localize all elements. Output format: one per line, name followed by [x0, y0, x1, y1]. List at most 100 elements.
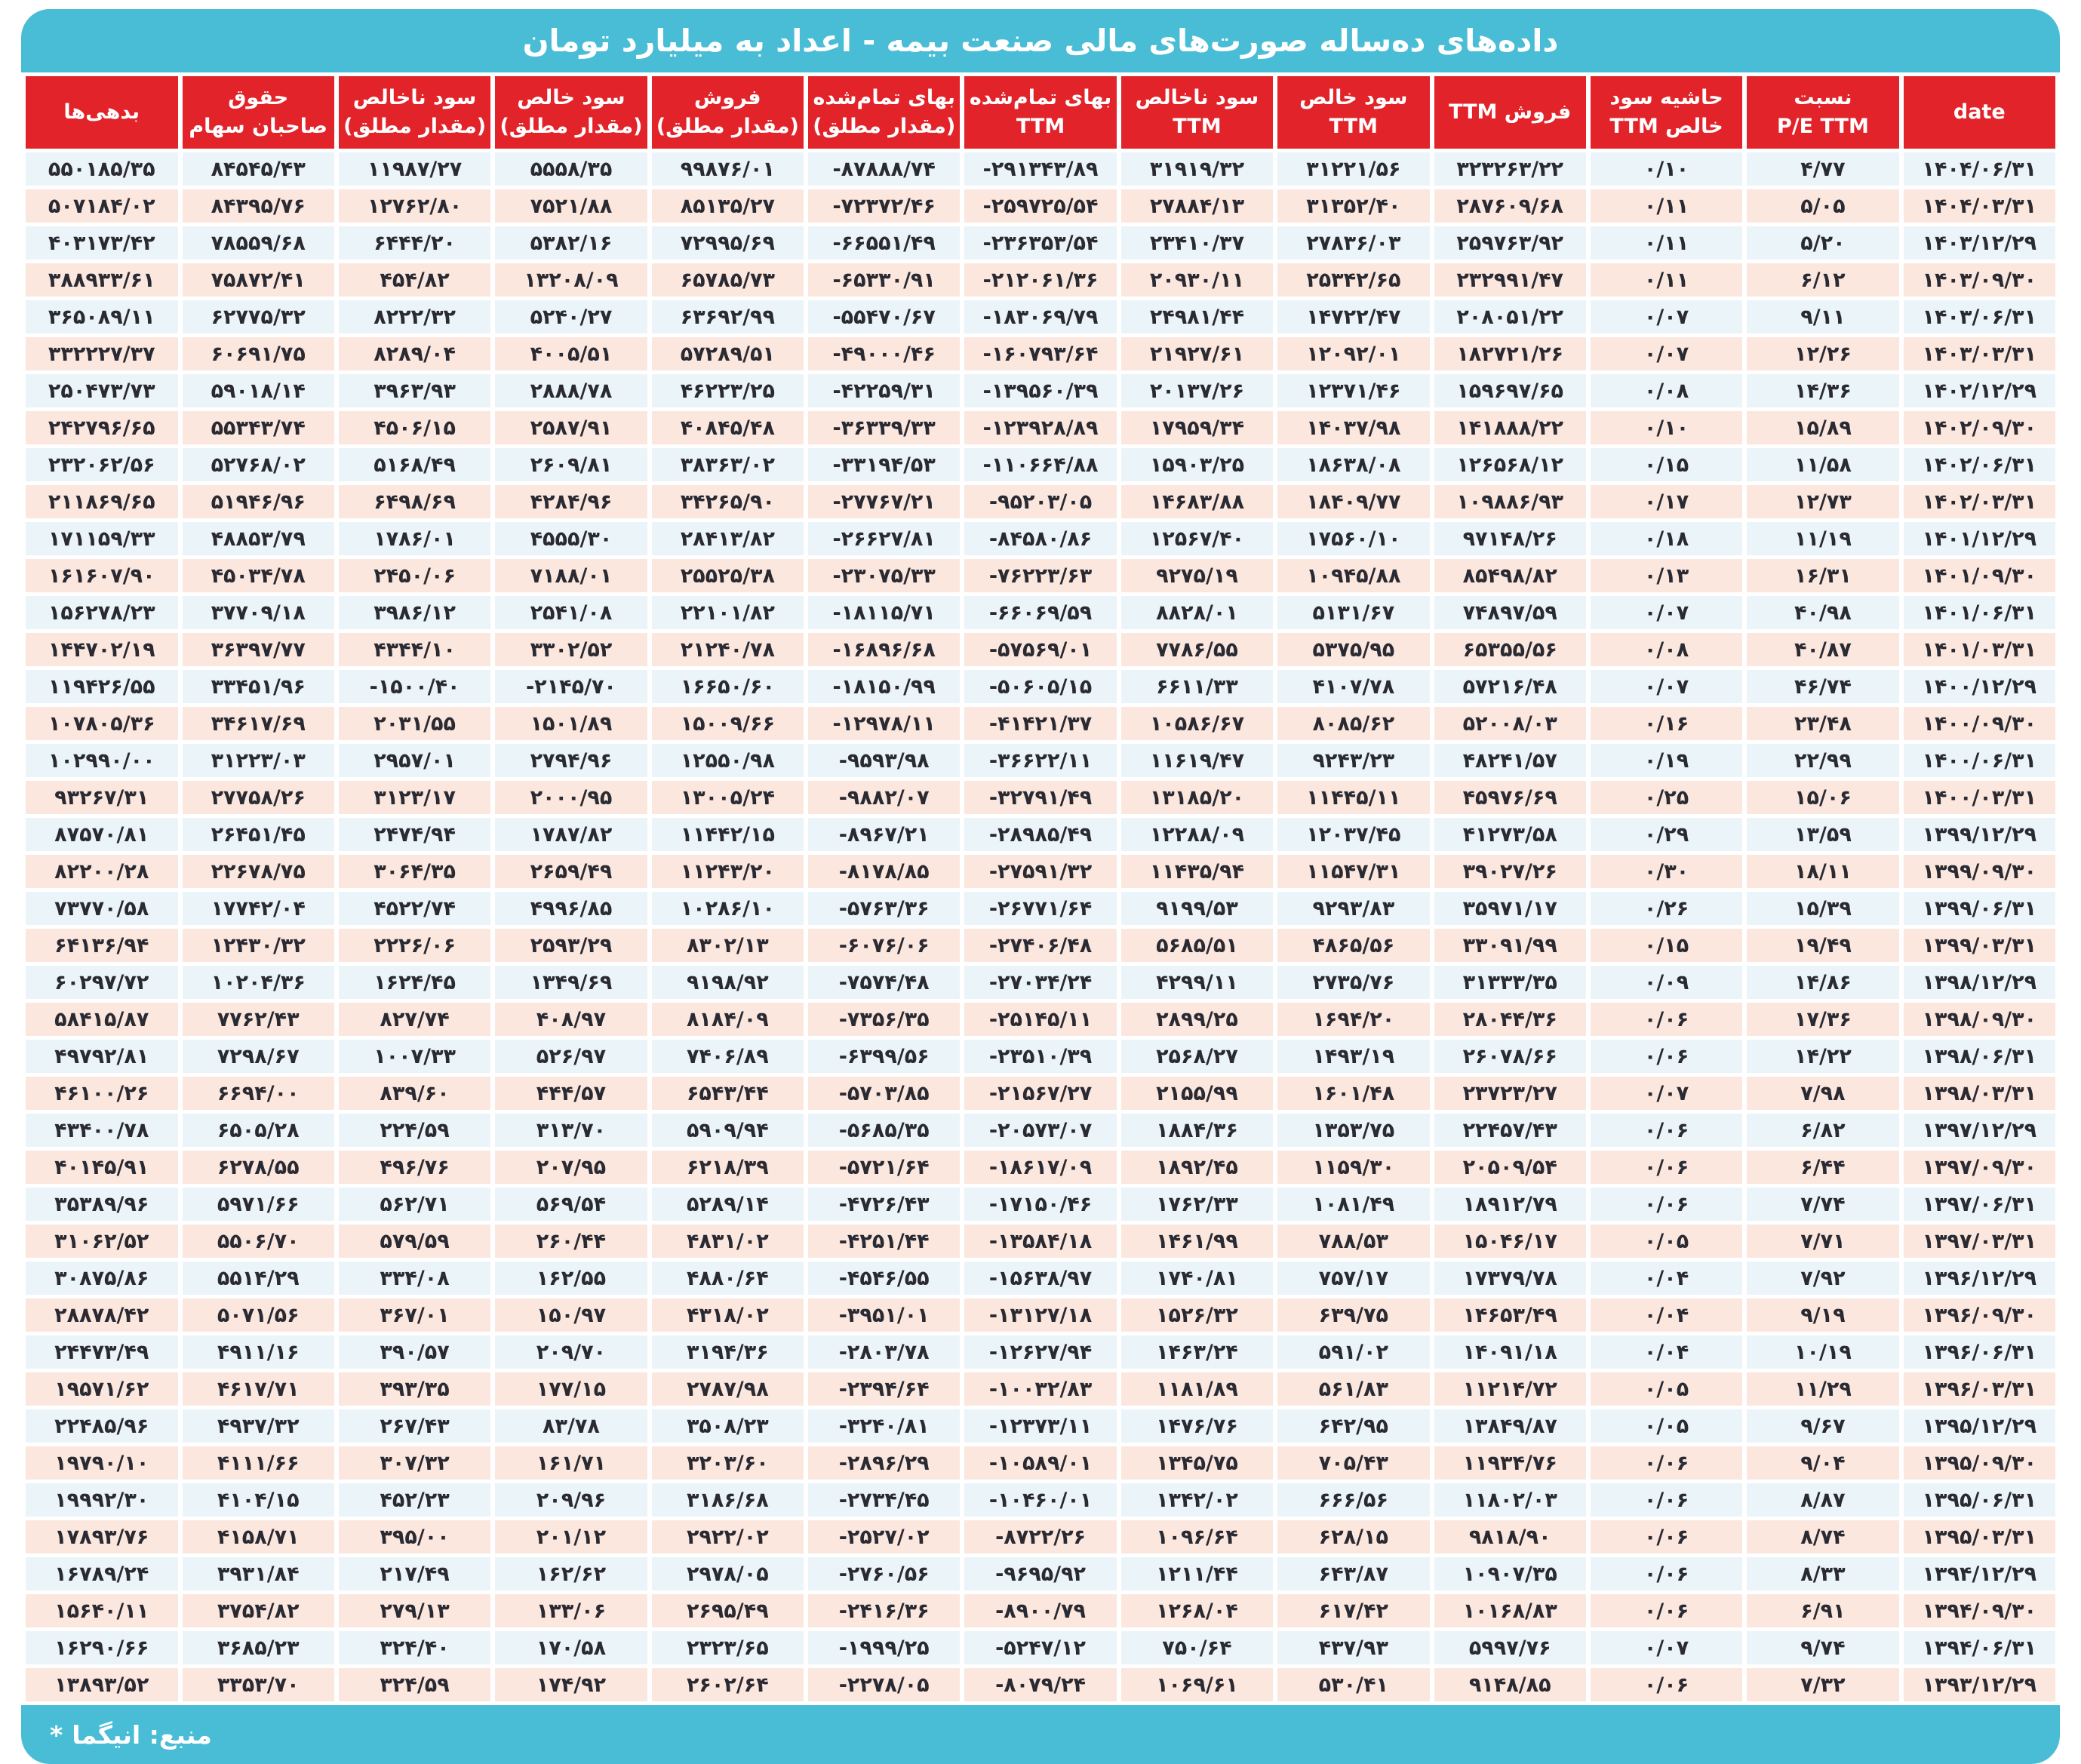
- table-cell-10: ۳۳۴/۰۸: [338, 1262, 491, 1295]
- table-cell-2: ۰/۱۱: [1590, 189, 1743, 223]
- table-cell-1: ۹/۱۹: [1747, 1298, 1899, 1332]
- table-cell-6: -۱۲۳۹۲۸/۸۹: [964, 411, 1117, 444]
- table-cell-3: ۲۳۷۲۳/۲۷: [1434, 1077, 1586, 1110]
- page-title: داده‌های ده‌ساله صورت‌های مالی صنعت بیمه…: [522, 23, 1559, 59]
- table-cell-8: ۹۱۹۸/۹۲: [651, 966, 804, 999]
- table-cell-12: ۵۵۰۱۸۵/۳۵: [26, 152, 178, 186]
- table-cell-11: ۴۹۱۱/۱۶: [182, 1335, 334, 1369]
- table-cell-5: ۱۴۶۸۳/۸۸: [1120, 485, 1274, 518]
- table-cell-0: ۱۳۹۴/۰۹/۳۰: [1903, 1594, 2055, 1627]
- table-cell-3: ۳۹۰۲۷/۲۶: [1434, 855, 1586, 888]
- table-cell-6: -۳۶۶۲۲/۱۱: [964, 744, 1117, 777]
- table-cell-10: ۸۲۷/۷۴: [338, 1003, 491, 1036]
- table-cell-12: ۴۶۱۰۰/۲۶: [26, 1077, 178, 1110]
- table-cell-2: ۰/۱۶: [1590, 707, 1743, 740]
- table-cell-11: ۴۸۸۵۳/۷۹: [182, 522, 334, 555]
- table-row: ۱۳۹۵/۱۲/۲۹ ۹/۶۷ ۰/۰۵ ۱۳۸۴۹/۸۷ ۶۴۲/۹۵ ۱۴۷۶/۷۶-…: [26, 1409, 2055, 1443]
- table-cell-2: ۰/۰۵: [1590, 1225, 1743, 1258]
- table-cell-0: ۱۳۹۹/۰۶/۳۱: [1903, 892, 2055, 925]
- table-cell-9: ۵۲۶/۹۷: [495, 1040, 647, 1073]
- table-cell-6: -۲۶۷۷۱/۶۴: [964, 892, 1117, 925]
- table-row: ۱۳۹۸/۱۲/۲۹ ۱۴/۸۶ ۰/۰۹ ۳۱۳۳۳/۳۵ ۲۷۳۵/۷۶ ۴۲۹۹/۱…: [26, 966, 2055, 999]
- table-cell-11: ۳۹۳۱/۸۴: [182, 1557, 334, 1590]
- table-cell-11: ۴۹۳۷/۳۲: [182, 1409, 334, 1443]
- table-cell-8: ۲۷۸۷/۹۸: [651, 1372, 804, 1406]
- table-cell-10: ۴۵۰۶/۱۵: [338, 411, 491, 444]
- table-cell-8: ۱۶۶۵۰/۶۰: [651, 670, 804, 703]
- table-cell-12: ۲۴۴۷۳/۴۹: [26, 1335, 178, 1369]
- table-cell-7: -۲۳۰۷۵/۳۳: [808, 559, 961, 592]
- table-cell-11: ۳۶۳۹۷/۷۷: [182, 633, 334, 666]
- table-cell-7: -۸۹۶۷/۲۱: [808, 818, 961, 851]
- table-cell-8: ۶۵۴۳/۴۴: [651, 1077, 804, 1110]
- table-cell-2: ۰/۱۰: [1590, 152, 1743, 186]
- table-cell-1: ۶/۴۴: [1747, 1151, 1899, 1184]
- table-cell-0: ۱۳۹۳/۱۲/۲۹: [1903, 1668, 2055, 1701]
- table-cell-0: ۱۳۹۸/۱۲/۲۹: [1903, 966, 2055, 999]
- table-cell-0: ۱۴۰۱/۰۶/۳۱: [1903, 596, 2055, 629]
- table-cell-9: ۲۰۷/۹۵: [495, 1151, 647, 1184]
- table-cell-4: ۵۳۷۵/۹۵: [1277, 633, 1430, 666]
- table-cell-4: ۶۴۲/۹۵: [1277, 1409, 1430, 1443]
- table-cell-2: ۰/۰۶: [1590, 1520, 1743, 1553]
- table-cell-10: ۳۹۵/۰۰: [338, 1520, 491, 1553]
- table-cell-6: -۲۷۰۳۴/۲۴: [964, 966, 1117, 999]
- table-cell-1: ۱۴/۳۶: [1747, 374, 1899, 407]
- table-cell-11: ۲۷۷۵۸/۲۶: [182, 781, 334, 814]
- table-cell-0: ۱۳۹۵/۰۳/۳۱: [1903, 1520, 2055, 1553]
- table-cell-3: ۱۰۹۰۷/۳۵: [1434, 1557, 1586, 1590]
- table-cell-12: ۱۰۲۹۹۰/۰۰: [26, 744, 178, 777]
- table-cell-12: ۱۵۶۲۷۸/۲۳: [26, 596, 178, 629]
- table-cell-7: -۲۷۶۰/۵۶: [808, 1557, 961, 1590]
- table-cell-9: ۲۰۱/۱۲: [495, 1520, 647, 1553]
- table-cell-2: ۰/۰۶: [1590, 1151, 1743, 1184]
- table-header: date نسبت P/E TTM حاشیه سود خالص TTM فروش TTM…: [26, 76, 2055, 149]
- footnote-star: *: [50, 1719, 63, 1750]
- table-cell-4: ۱۴۷۲۲/۴۷: [1277, 300, 1430, 333]
- table-cell-11: ۵۵۳۴۳/۷۴: [182, 411, 334, 444]
- table-cell-10: ۳۰۷/۳۲: [338, 1446, 491, 1480]
- table-cell-7: -۴۷۲۶/۴۳: [808, 1188, 961, 1221]
- table-cell-8: ۴۰۸۴۵/۴۸: [651, 411, 804, 444]
- table-cell-10: ۳۰۶۴/۳۵: [338, 855, 491, 888]
- table-cell-12: ۹۳۲۶۷/۳۱: [26, 781, 178, 814]
- table-cell-2: ۰/۰۷: [1590, 670, 1743, 703]
- table-row: ۱۳۹۸/۰۶/۳۱ ۱۴/۲۲ ۰/۰۶ ۲۶۰۷۸/۶۶ ۱۴۹۳/۱۹ ۲۵۶۸/۲…: [26, 1040, 2055, 1073]
- table-cell-5: ۱۴۶۳/۲۴: [1120, 1335, 1274, 1369]
- table-row: ۱۴۰۲/۰۹/۳۰ ۱۵/۸۹ ۰/۱۰ ۱۴۱۸۸۸/۲۲ ۱۴۰۳۷/۹۸ ۱۷۹۵…: [26, 411, 2055, 444]
- table-cell-11: ۱۷۷۴۲/۰۴: [182, 892, 334, 925]
- table-cell-0: ۱۴۰۱/۰۳/۳۱: [1903, 633, 2055, 666]
- table-cell-0: ۱۴۰۴/۰۳/۳۱: [1903, 189, 2055, 223]
- table-cell-8: ۲۶۰۲/۶۴: [651, 1668, 804, 1701]
- table-cell-5: ۲۰۱۳۷/۲۶: [1120, 374, 1274, 407]
- table-cell-9: ۱۷۷/۱۵: [495, 1372, 647, 1406]
- table-cell-9: ۲۶۵۹/۴۹: [495, 855, 647, 888]
- table-cell-0: ۱۴۰۳/۱۲/۲۹: [1903, 226, 2055, 260]
- table-cell-12: ۱۶۲۹۰/۶۶: [26, 1631, 178, 1664]
- table-cell-7: -۷۵۷۴/۴۸: [808, 966, 961, 999]
- table-cell-4: ۱۷۵۶۰/۱۰: [1277, 522, 1430, 555]
- table-cell-2: ۰/۱۹: [1590, 744, 1743, 777]
- table-cell-0: ۱۳۹۴/۰۶/۳۱: [1903, 1631, 2055, 1664]
- table-cell-8: ۸۵۱۳۵/۲۷: [651, 189, 804, 223]
- table-cell-11: ۲۶۴۵۱/۴۵: [182, 818, 334, 851]
- table-cell-4: ۲۵۳۴۲/۶۵: [1277, 263, 1430, 297]
- table-cell-6: -۵۲۴۷/۱۲: [964, 1631, 1117, 1664]
- table-cell-6: -۲۹۱۳۴۳/۸۹: [964, 152, 1117, 186]
- table-cell-0: ۱۳۹۵/۰۶/۳۱: [1903, 1483, 2055, 1517]
- table-cell-4: ۱۱۵۹/۳۰: [1277, 1151, 1430, 1184]
- table-cell-9: ۵۳۸۲/۱۶: [495, 226, 647, 260]
- table-cell-10: ۱۰۰۷/۳۳: [338, 1040, 491, 1073]
- table-cell-12: ۱۱۹۴۲۶/۵۵: [26, 670, 178, 703]
- table-cell-11: ۷۷۶۲/۴۳: [182, 1003, 334, 1036]
- table-cell-12: ۳۸۸۹۳۳/۶۱: [26, 263, 178, 297]
- table-cell-5: ۲۰۹۳۰/۱۱: [1120, 263, 1274, 297]
- table-cell-4: ۷۰۵/۴۳: [1277, 1446, 1430, 1480]
- table-cell-7: -۲۷۳۴/۴۵: [808, 1483, 961, 1517]
- table-cell-2: ۰/۰۸: [1590, 374, 1743, 407]
- table-cell-0: ۱۳۹۶/۰۹/۳۰: [1903, 1298, 2055, 1332]
- table-cell-1: ۷/۷۱: [1747, 1225, 1899, 1258]
- table-cell-0: ۱۳۹۷/۰۹/۳۰: [1903, 1151, 2055, 1184]
- table-cell-12: ۱۷۱۱۵۹/۳۳: [26, 522, 178, 555]
- table-cell-6: -۸۴۵۸۰/۸۶: [964, 522, 1117, 555]
